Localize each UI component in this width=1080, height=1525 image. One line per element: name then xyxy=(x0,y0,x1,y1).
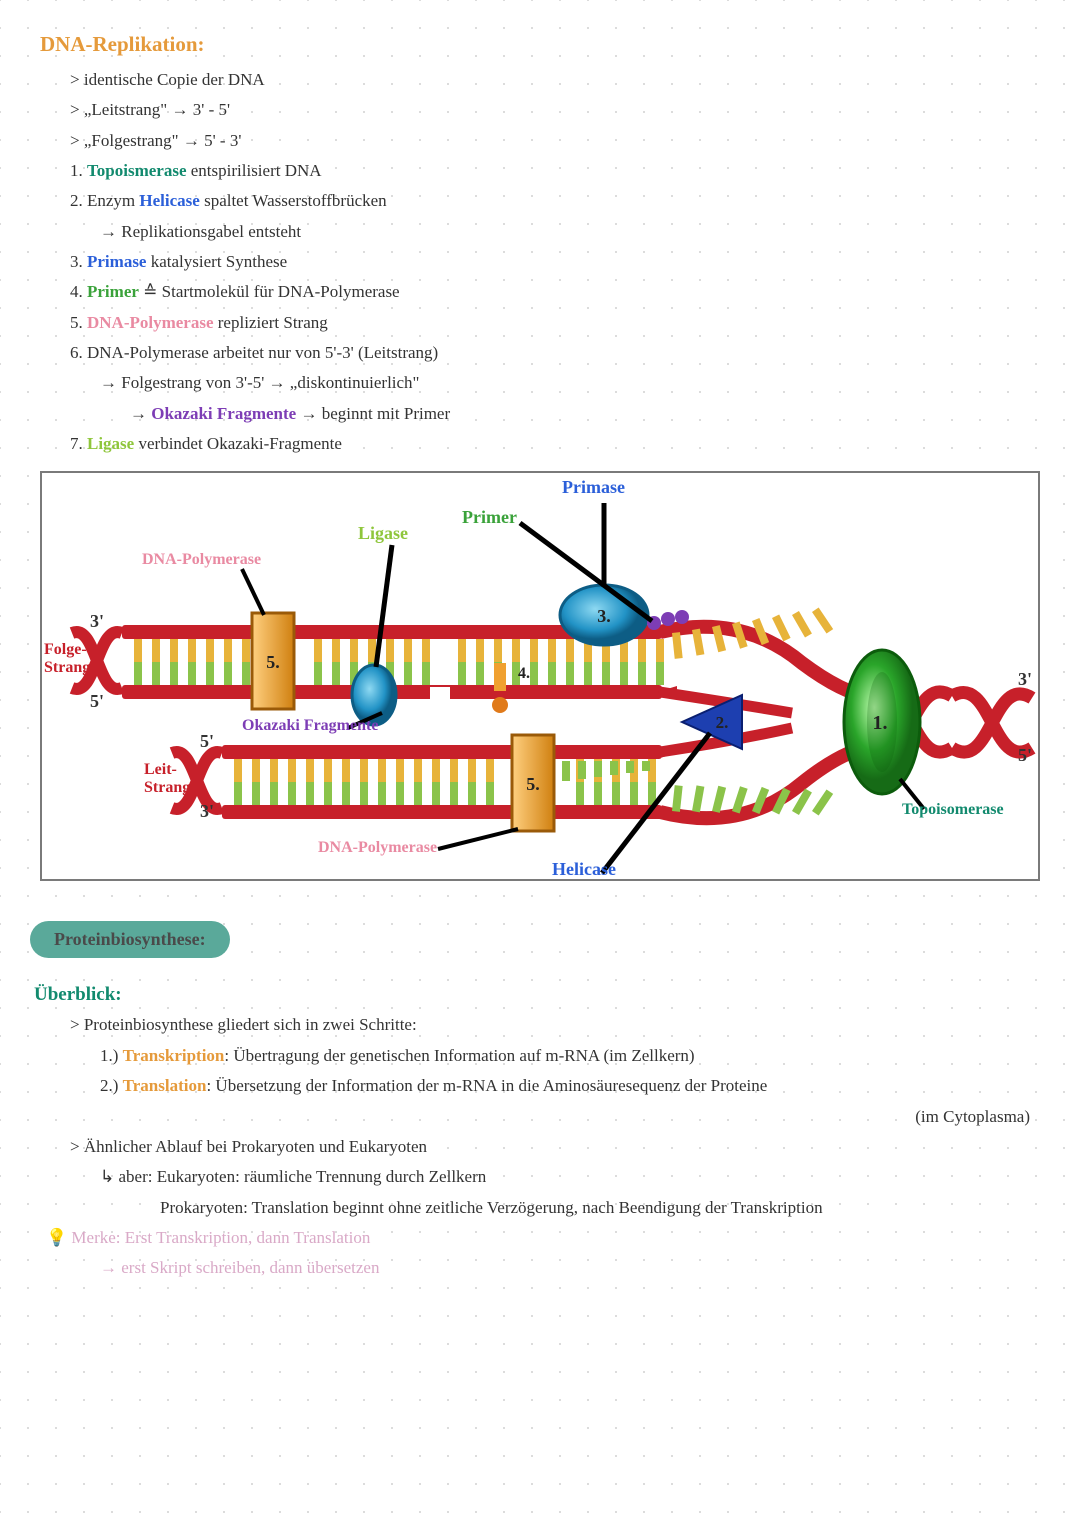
step-rest: : Übersetzung der Information der m-RNA … xyxy=(206,1076,767,1095)
label-3prime: 3' xyxy=(90,611,104,632)
label-5prime-r: 5' xyxy=(1018,745,1032,766)
pb-step2: 2.) Translation: Übersetzung der Informa… xyxy=(100,1073,1040,1099)
step-rest: spaltet Wasserstoffbrücken xyxy=(200,191,387,210)
bullet-text: „Folgestrang" → 5' - 3' xyxy=(84,131,242,150)
pb-step1: 1.) Transkription: Übertragung der genet… xyxy=(100,1043,1040,1069)
pb-line2-text: Ähnlicher Ablauf bei Prokaryoten und Euk… xyxy=(84,1137,427,1156)
kw-primase: Primase xyxy=(87,252,146,271)
step-num: 2.) xyxy=(100,1076,118,1095)
step-3: 3. Primase katalysiert Synthese xyxy=(70,249,1040,275)
kw-dnapoly: DNA-Polymerase xyxy=(87,313,214,332)
sub2-pre: → xyxy=(130,404,151,423)
kw-helicase: Helicase xyxy=(139,191,199,210)
section-title-dna: DNA-Replikation: xyxy=(40,32,1040,57)
step-num: 7. xyxy=(70,434,83,453)
label-folgestrang: Folge- Strang xyxy=(44,641,90,676)
diagram-num-1: 1. xyxy=(873,712,888,734)
label-primer: Primer xyxy=(462,507,517,528)
primer-mid xyxy=(494,663,506,691)
kw-transkription: Transkription xyxy=(123,1046,225,1065)
step-num: 3. xyxy=(70,252,83,271)
step-rest: DNA-Polymerase arbeitet nur von 5'-3' (L… xyxy=(83,343,438,362)
step-rest: : Übertragung der genetischen Informatio… xyxy=(224,1046,694,1065)
okazaki-gap xyxy=(430,687,450,699)
pb-line2: > Ähnlicher Ablauf bei Prokaryoten und E… xyxy=(70,1134,1040,1160)
step-pre: Enzym xyxy=(83,191,140,210)
diagram-num-5b: 5. xyxy=(526,774,540,794)
step-rest: verbindet Okazaki-Fragmente xyxy=(134,434,342,453)
step-rest: katalysiert Synthese xyxy=(146,252,287,271)
bullet: > „Leitstrang" → 3' - 5' xyxy=(70,97,1040,123)
step-rest: ≙ Startmolekül für DNA-Polymerase xyxy=(139,282,400,301)
kw-okazaki: Okazaki Fragmente xyxy=(151,404,296,423)
step-6-sub: → Folgestrang von 3'-5' → „diskontinuier… xyxy=(100,370,1040,396)
pb-line1: > Proteinbiosynthese gliedert sich in zw… xyxy=(70,1012,1040,1038)
pb-merke2: → erst Skript schreiben, dann übersetzen xyxy=(100,1255,1040,1281)
label-helicase: Helicase xyxy=(552,859,616,880)
primer-dot xyxy=(675,610,689,624)
bullet-text: identische Copie der DNA xyxy=(84,70,265,89)
step-5: 5. DNA-Polymerase repliziert Strang xyxy=(70,310,1040,336)
diagram-num-2: 2. xyxy=(716,713,729,732)
step-6: 6. DNA-Polymerase arbeitet nur von 5'-3'… xyxy=(70,340,1040,366)
diagram-num-4: 4. xyxy=(518,665,530,682)
step-rest: entspirilisiert DNA xyxy=(187,161,322,180)
label-primase: Primase xyxy=(562,477,625,498)
backbone-bot-inner xyxy=(222,745,662,759)
step-num: 5. xyxy=(70,313,83,332)
step-num: 1. xyxy=(70,161,83,180)
step-rest: repliziert Strang xyxy=(214,313,328,332)
label-dnapoly-bot: DNA-Polymerase xyxy=(318,839,437,857)
pointer-poly-bot xyxy=(438,829,518,849)
step-2: 2. Enzym Helicase spaltet Wasserstoffbrü… xyxy=(70,188,1040,214)
diagram-num-5a: 5. xyxy=(266,652,280,672)
label-3prime-b: 3' xyxy=(200,801,214,822)
subtitle-ueberblick: Überblick: xyxy=(34,984,1040,1006)
step-7: 7. Ligase verbindet Okazaki-Fragmente xyxy=(70,431,1040,457)
step-num: 6. xyxy=(70,343,83,362)
label-okazaki: Okazaki Fragmente xyxy=(242,717,378,735)
pointer-poly-top xyxy=(242,569,264,615)
kw-translation: Translation xyxy=(123,1076,207,1095)
kw-primer: Primer xyxy=(87,282,139,301)
label-5prime: 5' xyxy=(90,691,104,712)
kw-topoisomerase: Topoismerase xyxy=(87,161,187,180)
bullet-text: „Leitstrang" → 3' - 5' xyxy=(84,100,230,119)
step-2-sub: → Replikationsgabel entsteht xyxy=(100,219,1040,245)
pb-line3: ↳ aber: Eukaryoten: räumliche Trennung d… xyxy=(100,1164,1040,1190)
label-dnapoly-top: DNA-Polymerase xyxy=(142,551,261,569)
pb-line1-text: Proteinbiosynthese gliedert sich in zwei… xyxy=(84,1015,417,1034)
step-num: 2. xyxy=(70,191,83,210)
step-1: 1. Topoismerase entspirilisiert DNA xyxy=(70,158,1040,184)
step-num: 4. xyxy=(70,282,83,301)
backbone-bot-outer xyxy=(222,805,662,819)
primer-dot xyxy=(661,612,675,626)
label-3prime-r: 3' xyxy=(1018,669,1032,690)
bullet: > identische Copie der DNA xyxy=(70,67,1040,93)
dna-svg: 1. 2. 3. 4. 5. 5. xyxy=(42,473,1042,883)
step-4: 4. Primer ≙ Startmolekül für DNA-Polymer… xyxy=(70,279,1040,305)
section-pill: Proteinbiosynthese: xyxy=(30,921,230,958)
label-5prime-b: 5' xyxy=(200,731,214,752)
sub2-rest: → beginnt mit Primer xyxy=(296,404,450,423)
label-topo: Topoisomerase xyxy=(902,801,1004,819)
label-leitstrang: Leit- Strang xyxy=(144,761,190,796)
diagram-num-3: 3. xyxy=(597,606,611,626)
pb-step2b: (im Cytoplasma) xyxy=(70,1104,1030,1130)
label-ligase: Ligase xyxy=(358,523,408,544)
step-6-sub2: → Okazaki Fragmente → beginnt mit Primer xyxy=(130,401,1040,427)
bullet: > „Folgestrang" → 5' - 3' xyxy=(70,128,1040,154)
pb-merke1: 💡 Merke: Erst Transkription, dann Transl… xyxy=(46,1225,1040,1251)
step-num: 1.) xyxy=(100,1046,118,1065)
replication-diagram: 1. 2. 3. 4. 5. 5. Primase Primer Ligase … xyxy=(40,471,1040,881)
pb-line4: Prokaryoten: Translation beginnt ohne ze… xyxy=(160,1195,1040,1221)
kw-ligase: Ligase xyxy=(87,434,134,453)
